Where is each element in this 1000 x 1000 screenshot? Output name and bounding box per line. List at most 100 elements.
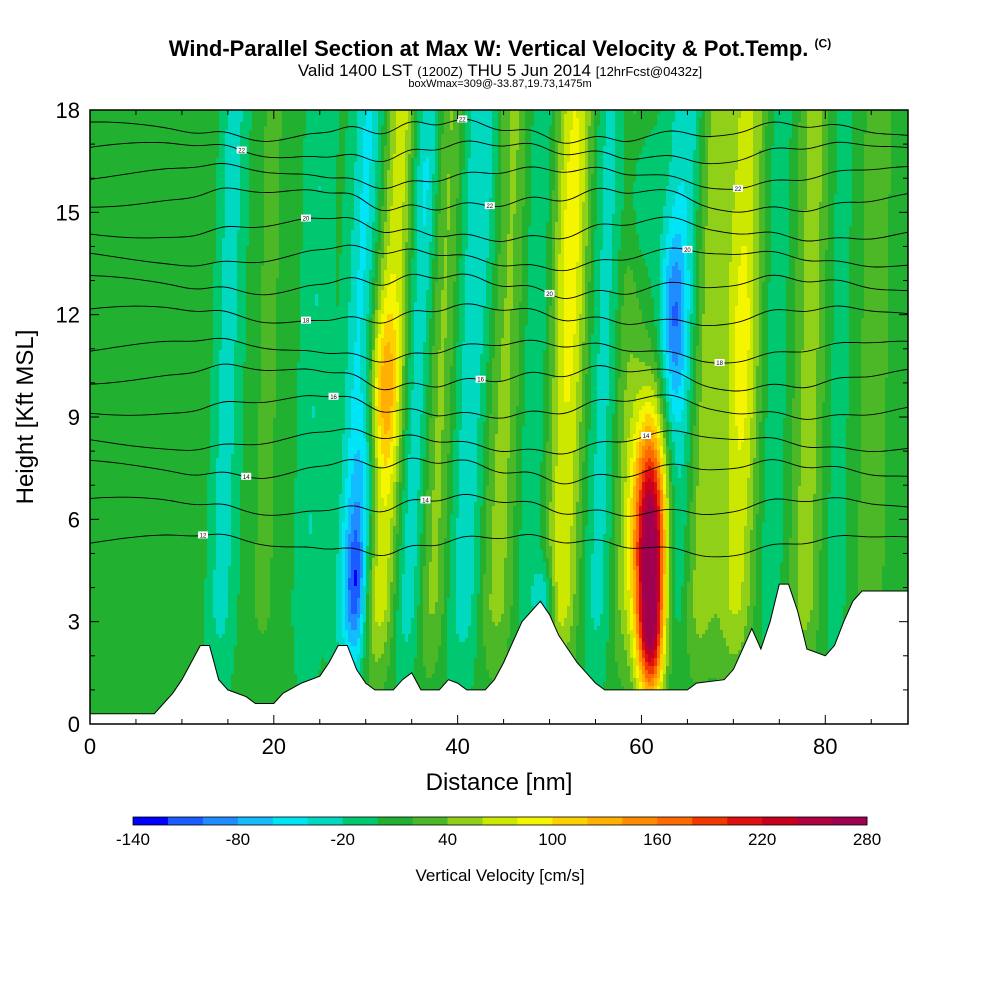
contour-label: 14 [243, 475, 250, 481]
colorbar-swatch [447, 817, 484, 825]
contour-label-bg [641, 431, 652, 439]
x-axis-label: Distance [nm] [426, 769, 573, 796]
colorbar-frame [132, 816, 868, 826]
pot-temp-contour [90, 303, 908, 327]
colorbar-swatch [692, 817, 728, 825]
y-tick-label: 9 [68, 405, 80, 430]
pot-temp-contour [90, 493, 908, 517]
x-tick-label: 60 [629, 734, 653, 759]
contour-label-bg [732, 184, 743, 192]
contour-label-bg [484, 202, 495, 210]
contour-label: 20 [546, 292, 553, 298]
y-tick-label: 18 [56, 98, 80, 123]
contour-label-bg [236, 146, 247, 154]
subtitle-forecast: [12hrFcst@0432z] [595, 64, 703, 79]
y-axis-label: Height [Kft MSL] [12, 330, 39, 505]
subtitle-date: THU 5 Jun 2014 [467, 61, 591, 80]
contour-label-bg [714, 359, 725, 367]
colorbar-swatch [237, 817, 274, 825]
contour-label-bg [682, 245, 693, 253]
contour-label: 20 [303, 217, 310, 223]
colorbar-swatch [307, 817, 344, 825]
colorbar-swatch [202, 817, 239, 825]
x-tick-label: 20 [262, 734, 286, 759]
velocity-field-band [642, 502, 657, 646]
chart-subtitle: Valid 1400 LST (1200Z) THU 5 Jun 2014 [1… [0, 61, 1000, 81]
x-tick-label: 40 [445, 734, 469, 759]
contour-label-bg [328, 392, 339, 400]
pot-temp-contour [90, 187, 908, 213]
colorbar-swatch [342, 817, 379, 825]
x-tick-label: 80 [813, 734, 837, 759]
contour-label: 16 [330, 395, 337, 401]
contour-label: 16 [477, 378, 484, 384]
y-tick-label: 6 [68, 507, 80, 532]
colorbar-tick-label: 160 [643, 830, 671, 849]
contour-label-bg [475, 375, 486, 383]
contour-label-bg [300, 214, 311, 222]
velocity-field-band [213, 110, 696, 686]
pot-temp-contour [90, 140, 908, 165]
x-tick-label: 0 [84, 734, 96, 759]
pot-temp-contour [90, 533, 908, 558]
velocity-field-band [642, 490, 657, 654]
subtitle-utc: (1200Z) [417, 64, 463, 79]
colorbar-swatch [552, 817, 588, 825]
colorbar-swatch [412, 817, 449, 825]
pot-temp-contour [90, 457, 908, 485]
colorbar-tick-label: 40 [438, 830, 457, 849]
velocity-field-band [90, 110, 908, 724]
colorbar-tick-label: 100 [538, 830, 566, 849]
contour-label-bg [300, 316, 311, 324]
colorbar-swatch [272, 817, 309, 825]
contour-label: 22 [238, 149, 245, 155]
colorbar-swatch [517, 817, 553, 825]
pot-temp-contour [90, 118, 908, 144]
pot-temp-contour [90, 363, 908, 392]
velocity-field-band [354, 570, 357, 586]
colorbar-swatch [762, 817, 798, 825]
velocity-field-band [633, 438, 663, 686]
chart-title: Wind-Parallel Section at Max W: Vertical… [168, 36, 832, 61]
subtitle-valid: Valid 1400 LST [297, 61, 413, 80]
colorbar-swatch [482, 817, 518, 825]
colorbar-label: Vertical Velocity [cm/s] [415, 866, 584, 885]
colorbar-swatch [657, 817, 693, 825]
velocity-field-band [375, 110, 753, 722]
pot-temp-contour [90, 244, 908, 272]
copyright-mark: (C) [814, 36, 832, 51]
colorbar-swatch [832, 817, 868, 825]
colorbar-tick-label: -20 [330, 830, 355, 849]
contour-label-bg [198, 531, 209, 539]
contour-label-bg [420, 496, 431, 504]
contour-label: 22 [459, 117, 466, 123]
y-tick-label: 3 [68, 610, 80, 635]
pot-temp-contour [90, 337, 908, 364]
colorbar-tick-label: 280 [853, 830, 881, 849]
colorbar-swatch [727, 817, 763, 825]
colorbar-swatch [377, 817, 414, 825]
pot-temp-contour [90, 428, 908, 455]
contour-label-bg [457, 115, 468, 123]
contour-label: 18 [303, 319, 310, 325]
contour-label: 18 [716, 361, 723, 367]
colorbar-swatch [167, 817, 204, 825]
pot-temp-contour [90, 163, 908, 190]
y-tick-label: 12 [56, 303, 80, 328]
box-wmax-line: boxWmax=309@-33.87,19.73,1475m [408, 78, 592, 90]
contour-label: 14 [422, 498, 429, 504]
velocity-field-band [372, 110, 822, 724]
contour-label-bg [544, 289, 555, 297]
colorbar-swatch [587, 817, 623, 825]
colorbar-swatch [133, 817, 169, 825]
contour-label-bg [241, 472, 252, 480]
velocity-field-band [378, 314, 666, 702]
contour-label: 20 [684, 248, 691, 254]
contour-label: 22 [735, 187, 742, 193]
pot-temp-contour [90, 394, 908, 420]
colorbar-swatch [622, 817, 658, 825]
contour-label: 22 [486, 204, 493, 210]
colorbar-tick-label: 220 [748, 830, 776, 849]
contour-label: 12 [200, 533, 207, 539]
